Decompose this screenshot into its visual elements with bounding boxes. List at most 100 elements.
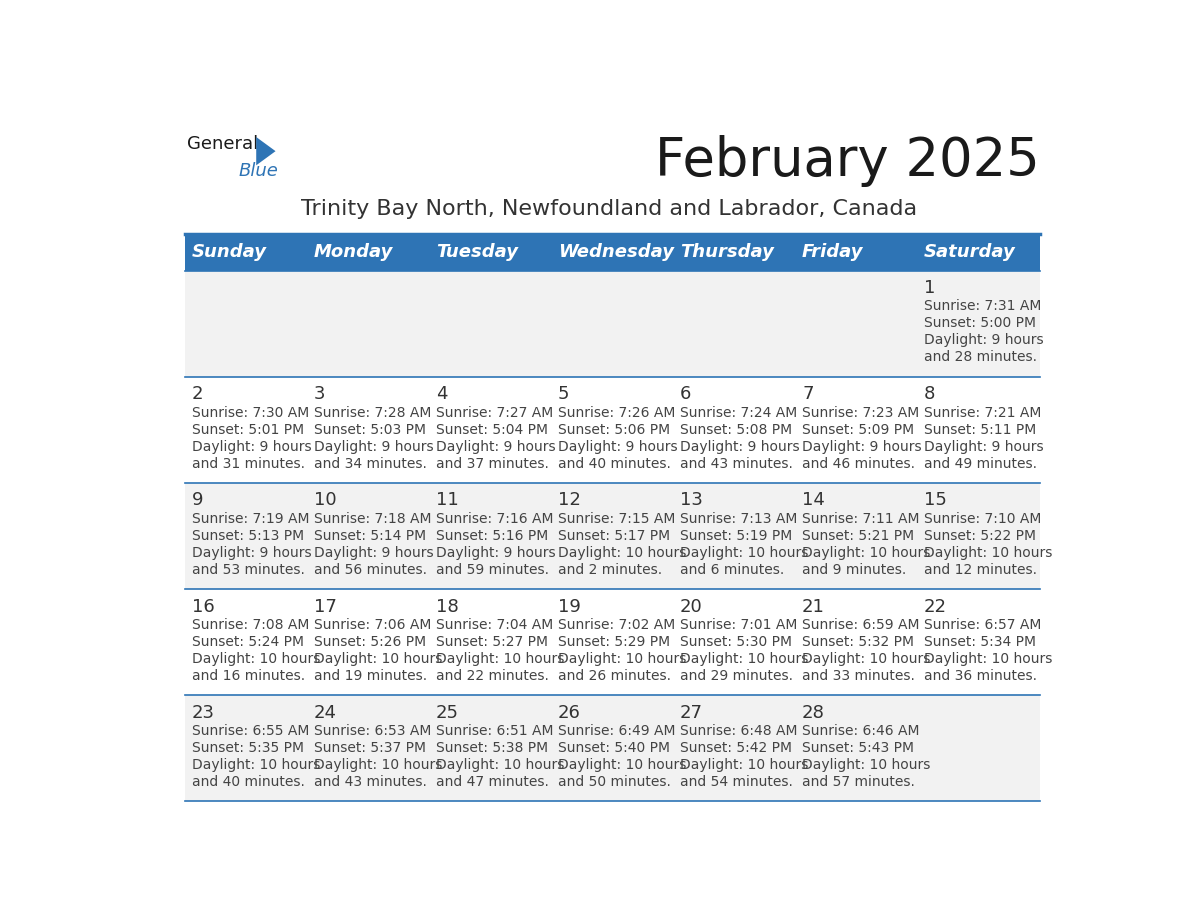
- Text: Daylight: 10 hours: Daylight: 10 hours: [924, 652, 1053, 666]
- Text: 20: 20: [680, 598, 703, 616]
- Text: Sunset: 5:29 PM: Sunset: 5:29 PM: [558, 635, 670, 649]
- Text: and 57 minutes.: and 57 minutes.: [802, 775, 915, 789]
- Text: 2: 2: [191, 386, 203, 403]
- Text: Sunrise: 7:27 AM: Sunrise: 7:27 AM: [436, 406, 554, 420]
- Text: Daylight: 9 hours: Daylight: 9 hours: [558, 440, 677, 453]
- Text: and 34 minutes.: and 34 minutes.: [314, 456, 426, 471]
- Text: 13: 13: [680, 491, 703, 509]
- Text: Sunset: 5:26 PM: Sunset: 5:26 PM: [314, 635, 426, 649]
- Text: Sunset: 5:43 PM: Sunset: 5:43 PM: [802, 741, 914, 756]
- Text: 7: 7: [802, 386, 814, 403]
- Text: and 28 minutes.: and 28 minutes.: [924, 351, 1037, 364]
- Text: Sunrise: 6:46 AM: Sunrise: 6:46 AM: [802, 724, 920, 738]
- Text: Saturday: Saturday: [924, 243, 1016, 262]
- Text: Sunset: 5:32 PM: Sunset: 5:32 PM: [802, 635, 914, 649]
- Text: Sunset: 5:03 PM: Sunset: 5:03 PM: [314, 422, 425, 437]
- Text: Sunrise: 7:30 AM: Sunrise: 7:30 AM: [191, 406, 309, 420]
- Text: Sunrise: 7:31 AM: Sunrise: 7:31 AM: [924, 299, 1042, 313]
- Text: 9: 9: [191, 491, 203, 509]
- Text: 24: 24: [314, 704, 337, 722]
- Text: and 33 minutes.: and 33 minutes.: [802, 669, 915, 683]
- Text: Daylight: 9 hours: Daylight: 9 hours: [191, 440, 311, 453]
- Text: and 22 minutes.: and 22 minutes.: [436, 669, 549, 683]
- Text: Sunset: 5:04 PM: Sunset: 5:04 PM: [436, 422, 548, 437]
- Text: Sunrise: 6:57 AM: Sunrise: 6:57 AM: [924, 618, 1042, 632]
- Text: Daylight: 10 hours: Daylight: 10 hours: [802, 652, 930, 666]
- Text: and 31 minutes.: and 31 minutes.: [191, 456, 305, 471]
- Text: Sunset: 5:34 PM: Sunset: 5:34 PM: [924, 635, 1036, 649]
- Text: and 46 minutes.: and 46 minutes.: [802, 456, 915, 471]
- Text: Sunset: 5:08 PM: Sunset: 5:08 PM: [680, 422, 792, 437]
- Bar: [185, 376, 1040, 483]
- Text: Daylight: 10 hours: Daylight: 10 hours: [191, 758, 320, 772]
- Text: Daylight: 10 hours: Daylight: 10 hours: [436, 758, 564, 772]
- Text: 5: 5: [558, 386, 569, 403]
- Text: 1: 1: [924, 279, 935, 297]
- Text: and 12 minutes.: and 12 minutes.: [924, 563, 1037, 577]
- Text: Sunset: 5:09 PM: Sunset: 5:09 PM: [802, 422, 915, 437]
- Text: Sunset: 5:01 PM: Sunset: 5:01 PM: [191, 422, 304, 437]
- Text: and 37 minutes.: and 37 minutes.: [436, 456, 549, 471]
- Text: Sunrise: 7:13 AM: Sunrise: 7:13 AM: [680, 512, 797, 526]
- Text: 16: 16: [191, 598, 215, 616]
- Text: Daylight: 9 hours: Daylight: 9 hours: [924, 440, 1044, 453]
- Text: 8: 8: [924, 386, 935, 403]
- Text: Sunset: 5:22 PM: Sunset: 5:22 PM: [924, 529, 1036, 543]
- Text: and 50 minutes.: and 50 minutes.: [558, 775, 671, 789]
- Text: Sunrise: 7:02 AM: Sunrise: 7:02 AM: [558, 618, 675, 632]
- Text: and 53 minutes.: and 53 minutes.: [191, 563, 304, 577]
- Text: Daylight: 9 hours: Daylight: 9 hours: [314, 440, 434, 453]
- Bar: [185, 589, 1040, 695]
- Text: Sunset: 5:24 PM: Sunset: 5:24 PM: [191, 635, 304, 649]
- Text: and 2 minutes.: and 2 minutes.: [558, 563, 662, 577]
- Text: Daylight: 10 hours: Daylight: 10 hours: [802, 545, 930, 560]
- Text: Daylight: 10 hours: Daylight: 10 hours: [436, 652, 564, 666]
- Text: Sunset: 5:13 PM: Sunset: 5:13 PM: [191, 529, 304, 543]
- Text: Sunrise: 7:28 AM: Sunrise: 7:28 AM: [314, 406, 431, 420]
- Text: Sunset: 5:27 PM: Sunset: 5:27 PM: [436, 635, 548, 649]
- Text: Daylight: 10 hours: Daylight: 10 hours: [191, 652, 320, 666]
- Text: Daylight: 10 hours: Daylight: 10 hours: [802, 758, 930, 772]
- Text: Sunset: 5:42 PM: Sunset: 5:42 PM: [680, 741, 792, 756]
- Text: February 2025: February 2025: [655, 135, 1040, 187]
- Text: Daylight: 9 hours: Daylight: 9 hours: [191, 545, 311, 560]
- Text: General: General: [188, 135, 259, 153]
- Text: Tuesday: Tuesday: [436, 243, 518, 262]
- Text: Friday: Friday: [802, 243, 864, 262]
- Text: 21: 21: [802, 598, 824, 616]
- Text: Daylight: 9 hours: Daylight: 9 hours: [436, 545, 556, 560]
- Text: Sunrise: 6:51 AM: Sunrise: 6:51 AM: [436, 724, 554, 738]
- Text: Sunrise: 7:01 AM: Sunrise: 7:01 AM: [680, 618, 797, 632]
- Text: Thursday: Thursday: [680, 243, 773, 262]
- Text: 6: 6: [680, 386, 691, 403]
- Text: Sunset: 5:11 PM: Sunset: 5:11 PM: [924, 422, 1036, 437]
- Text: Daylight: 10 hours: Daylight: 10 hours: [924, 545, 1053, 560]
- Text: Monday: Monday: [314, 243, 393, 262]
- Text: Sunrise: 6:55 AM: Sunrise: 6:55 AM: [191, 724, 309, 738]
- Text: Daylight: 10 hours: Daylight: 10 hours: [680, 652, 808, 666]
- Text: Sunset: 5:21 PM: Sunset: 5:21 PM: [802, 529, 915, 543]
- Text: Sunrise: 7:26 AM: Sunrise: 7:26 AM: [558, 406, 675, 420]
- Text: 18: 18: [436, 598, 459, 616]
- Text: Sunset: 5:37 PM: Sunset: 5:37 PM: [314, 741, 425, 756]
- Text: and 29 minutes.: and 29 minutes.: [680, 669, 794, 683]
- Text: Blue: Blue: [239, 162, 279, 180]
- Text: Sunrise: 7:11 AM: Sunrise: 7:11 AM: [802, 512, 920, 526]
- Text: Sunrise: 6:48 AM: Sunrise: 6:48 AM: [680, 724, 797, 738]
- Text: 27: 27: [680, 704, 703, 722]
- Text: Trinity Bay North, Newfoundland and Labrador, Canada: Trinity Bay North, Newfoundland and Labr…: [301, 198, 917, 218]
- Text: 3: 3: [314, 386, 326, 403]
- Text: Sunrise: 7:19 AM: Sunrise: 7:19 AM: [191, 512, 309, 526]
- Text: 25: 25: [436, 704, 459, 722]
- Text: 10: 10: [314, 491, 336, 509]
- Text: Daylight: 9 hours: Daylight: 9 hours: [680, 440, 800, 453]
- Text: 17: 17: [314, 598, 336, 616]
- Text: and 56 minutes.: and 56 minutes.: [314, 563, 426, 577]
- Text: 4: 4: [436, 386, 448, 403]
- Text: and 6 minutes.: and 6 minutes.: [680, 563, 784, 577]
- Text: Sunrise: 7:24 AM: Sunrise: 7:24 AM: [680, 406, 797, 420]
- Text: and 54 minutes.: and 54 minutes.: [680, 775, 792, 789]
- Text: Sunrise: 7:04 AM: Sunrise: 7:04 AM: [436, 618, 554, 632]
- Text: Daylight: 10 hours: Daylight: 10 hours: [558, 545, 687, 560]
- Text: 15: 15: [924, 491, 947, 509]
